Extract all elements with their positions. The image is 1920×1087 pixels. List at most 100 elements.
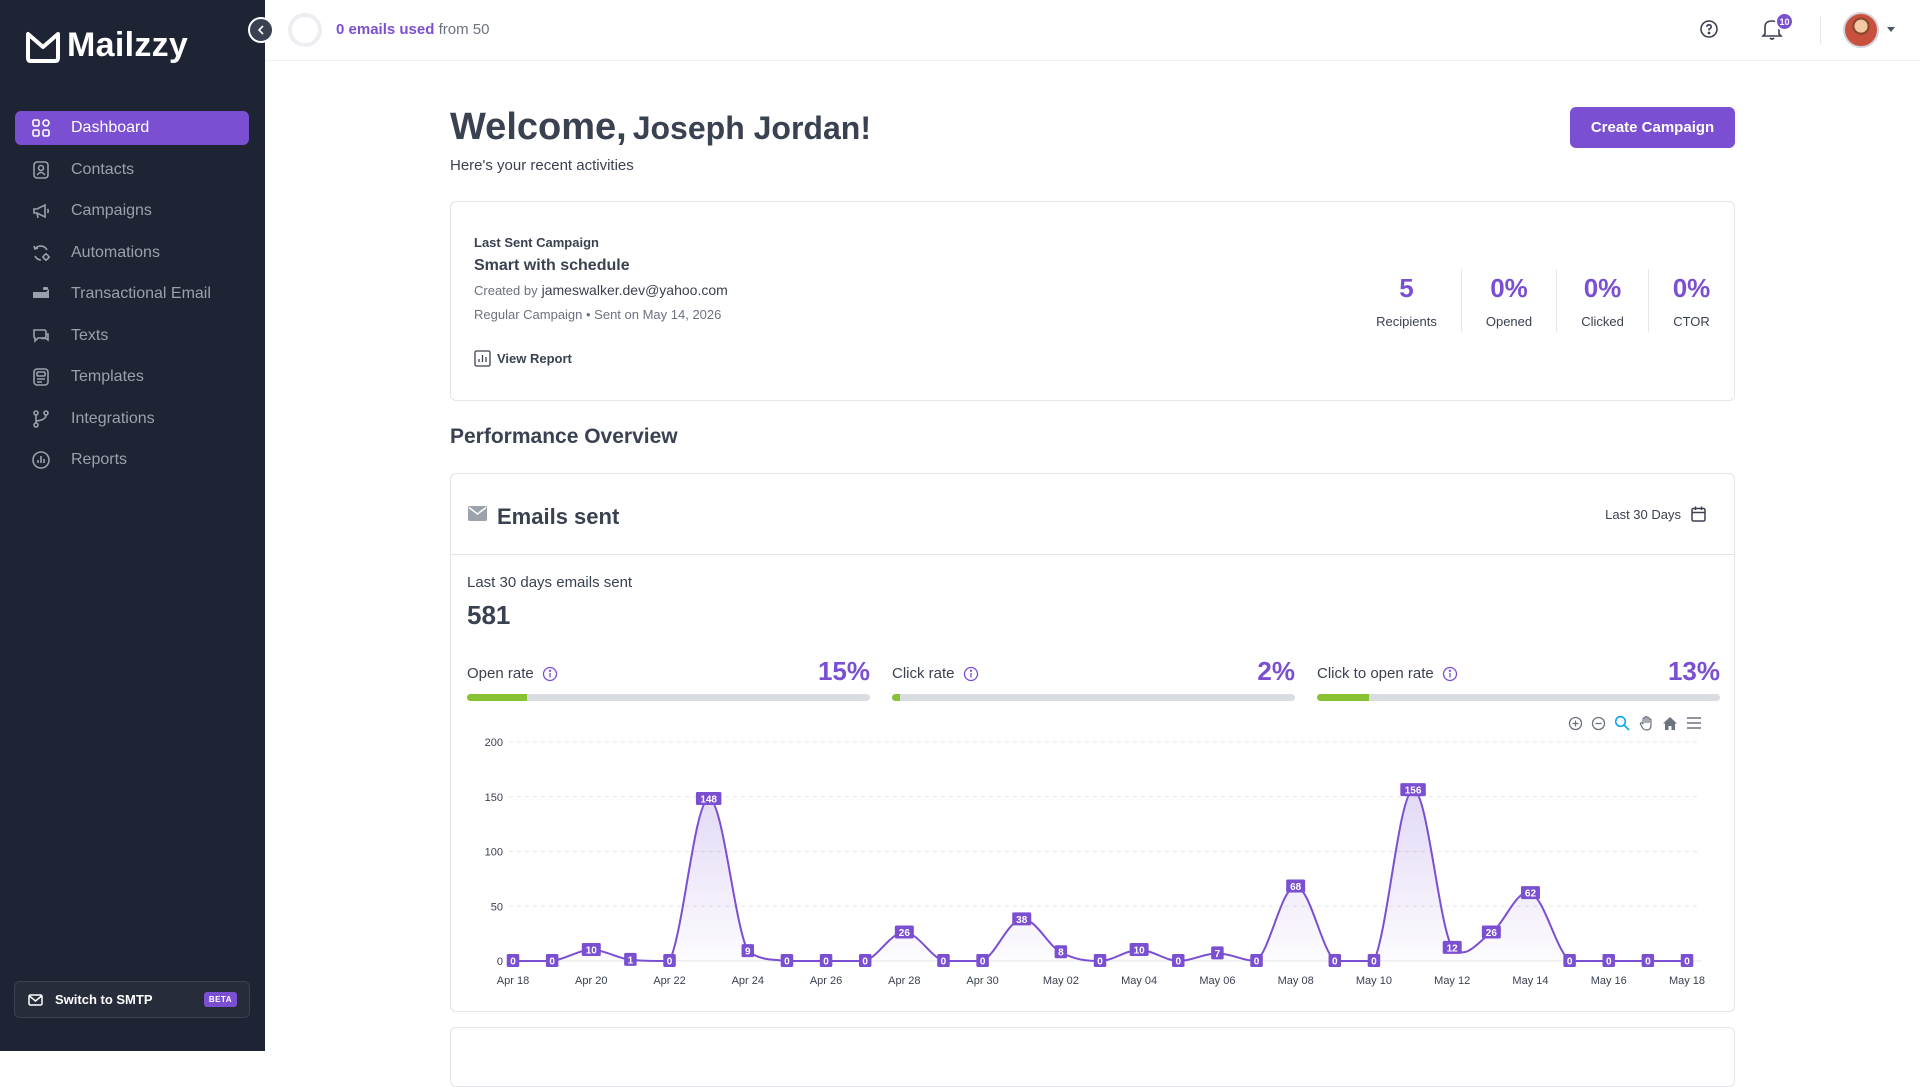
data-label: 0	[862, 957, 868, 968]
topbar-divider	[1820, 16, 1821, 44]
click-rate-name: Click rate	[892, 665, 979, 682]
chart-area-fill	[513, 790, 1687, 961]
data-label-box	[858, 954, 872, 967]
zoom-selection-icon[interactable]	[1614, 715, 1630, 731]
app-name: Mailzzy	[67, 26, 189, 64]
sidebar-item-campaigns[interactable]: Campaigns	[15, 194, 249, 228]
y-tick-label: 50	[491, 901, 503, 913]
data-label-box	[1286, 879, 1306, 893]
sidebar-nav: Dashboard Contacts Campaigns Automations…	[15, 111, 249, 485]
data-label-box	[1400, 783, 1426, 797]
sidebar-item-automations[interactable]: Automations	[15, 236, 249, 270]
sidebar: Mailzzy Dashboard Contacts Campaigns Aut…	[0, 0, 265, 1051]
x-tick-label: May 08	[1278, 975, 1314, 987]
welcome-subtitle: Here's your recent activities	[450, 157, 634, 174]
y-tick-label: 150	[485, 792, 503, 804]
view-report-link[interactable]: View Report	[474, 350, 572, 367]
rate-progress-fill	[892, 694, 901, 701]
last-campaign-card: Last Sent Campaign Smart with schedule C…	[450, 201, 1735, 401]
sidebar-item-reports[interactable]: Reports	[15, 443, 249, 477]
stat-opened: 0% Opened	[1461, 269, 1556, 332]
data-label-box	[780, 954, 794, 967]
x-tick-label: Apr 24	[732, 975, 764, 987]
data-label-box	[1211, 946, 1224, 960]
sidebar-item-label: Templates	[71, 368, 144, 385]
data-label-box	[506, 954, 520, 967]
stat-value: 0%	[1583, 273, 1622, 303]
data-label: 148	[700, 794, 717, 805]
chart-toolbar	[1568, 715, 1702, 731]
x-tick-label: May 16	[1591, 975, 1627, 987]
data-label-box	[1250, 954, 1263, 967]
data-label-box	[1563, 954, 1576, 967]
data-label: 10	[586, 946, 598, 957]
stat-clicked: 0% Clicked	[1556, 269, 1648, 332]
reports-icon	[31, 450, 51, 470]
rate-label: Open rate	[467, 665, 534, 682]
menu-icon[interactable]	[1686, 716, 1702, 730]
zoom-out-icon[interactable]	[1591, 716, 1606, 731]
rate-progress-fill	[1317, 694, 1370, 701]
data-label: 0	[1645, 957, 1651, 968]
rate-value: 15%	[817, 656, 870, 686]
data-label-box	[1172, 954, 1185, 967]
sidebar-item-label: Texts	[71, 326, 109, 344]
dashboard-icon	[31, 118, 51, 138]
sidebar-item-label: Reports	[71, 451, 128, 468]
welcome-user-name: Joseph Jordan!	[632, 110, 871, 146]
data-label-box	[1328, 954, 1342, 967]
help-icon[interactable]	[1699, 19, 1719, 44]
smtp-label: Switch to SMTP	[55, 992, 153, 1007]
info-icon[interactable]	[1442, 666, 1458, 682]
data-label-box	[624, 952, 637, 966]
data-label-box	[1520, 886, 1540, 900]
data-label: 26	[1486, 928, 1498, 939]
view-report-label: View Report	[497, 351, 572, 366]
pan-hand-icon[interactable]	[1638, 715, 1654, 731]
collapse-sidebar-button[interactable]	[248, 17, 274, 43]
stat-value: 0%	[1672, 273, 1711, 303]
data-label: 0	[510, 957, 516, 968]
x-tick-label: Apr 22	[653, 975, 685, 987]
x-tick-label: Apr 28	[888, 975, 920, 987]
sidebar-item-dashboard[interactable]: Dashboard	[15, 111, 249, 145]
data-label-box	[663, 954, 676, 967]
home-reset-icon[interactable]	[1662, 716, 1678, 731]
chevron-down-icon[interactable]	[1887, 27, 1895, 32]
y-tick-label: 200	[485, 737, 503, 749]
switch-to-smtp-button[interactable]: Switch to SMTP BETA	[14, 981, 250, 1018]
sidebar-item-templates[interactable]: Templates	[15, 360, 249, 394]
sidebar-item-contacts[interactable]: Contacts	[15, 153, 249, 187]
info-icon[interactable]	[963, 666, 979, 682]
create-campaign-button[interactable]: Create Campaign	[1570, 107, 1735, 148]
data-label: 0	[1097, 957, 1103, 968]
y-tick-label: 0	[497, 956, 503, 968]
date-range-picker[interactable]: Last 30 Days	[1605, 506, 1706, 522]
zoom-in-icon[interactable]	[1568, 716, 1583, 731]
data-label-box	[1680, 954, 1694, 967]
app-logo[interactable]: Mailzzy	[23, 26, 188, 65]
created-by-email: jameswalker.dev@yahoo.com	[541, 282, 728, 298]
data-label-box	[1442, 940, 1462, 954]
click-to-open-rate-name: Click to open rate	[1317, 665, 1458, 682]
sidebar-item-texts[interactable]: Texts	[15, 319, 249, 353]
data-label: 0	[549, 957, 555, 968]
contacts-icon	[31, 160, 51, 180]
sidebar-item-integrations[interactable]: Integrations	[15, 402, 249, 436]
avatar[interactable]	[1843, 12, 1879, 48]
data-label-box	[1367, 954, 1381, 967]
created-by: Created by jameswalker.dev@yahoo.com	[474, 282, 728, 298]
data-label-box	[1129, 943, 1149, 957]
created-by-label: Created by	[474, 283, 538, 298]
data-label: 68	[1290, 882, 1302, 893]
chat-icon	[31, 326, 51, 346]
x-tick-label: Apr 20	[575, 975, 607, 987]
data-label: 62	[1525, 889, 1537, 900]
welcome-greeting: Welcome,	[450, 106, 627, 148]
data-label: 26	[899, 928, 911, 939]
data-label-box	[1012, 912, 1032, 926]
stat-label: CTOR	[1673, 314, 1710, 329]
info-icon[interactable]	[542, 666, 558, 682]
sidebar-item-transactional-email[interactable]: Transactional Email	[15, 277, 249, 311]
